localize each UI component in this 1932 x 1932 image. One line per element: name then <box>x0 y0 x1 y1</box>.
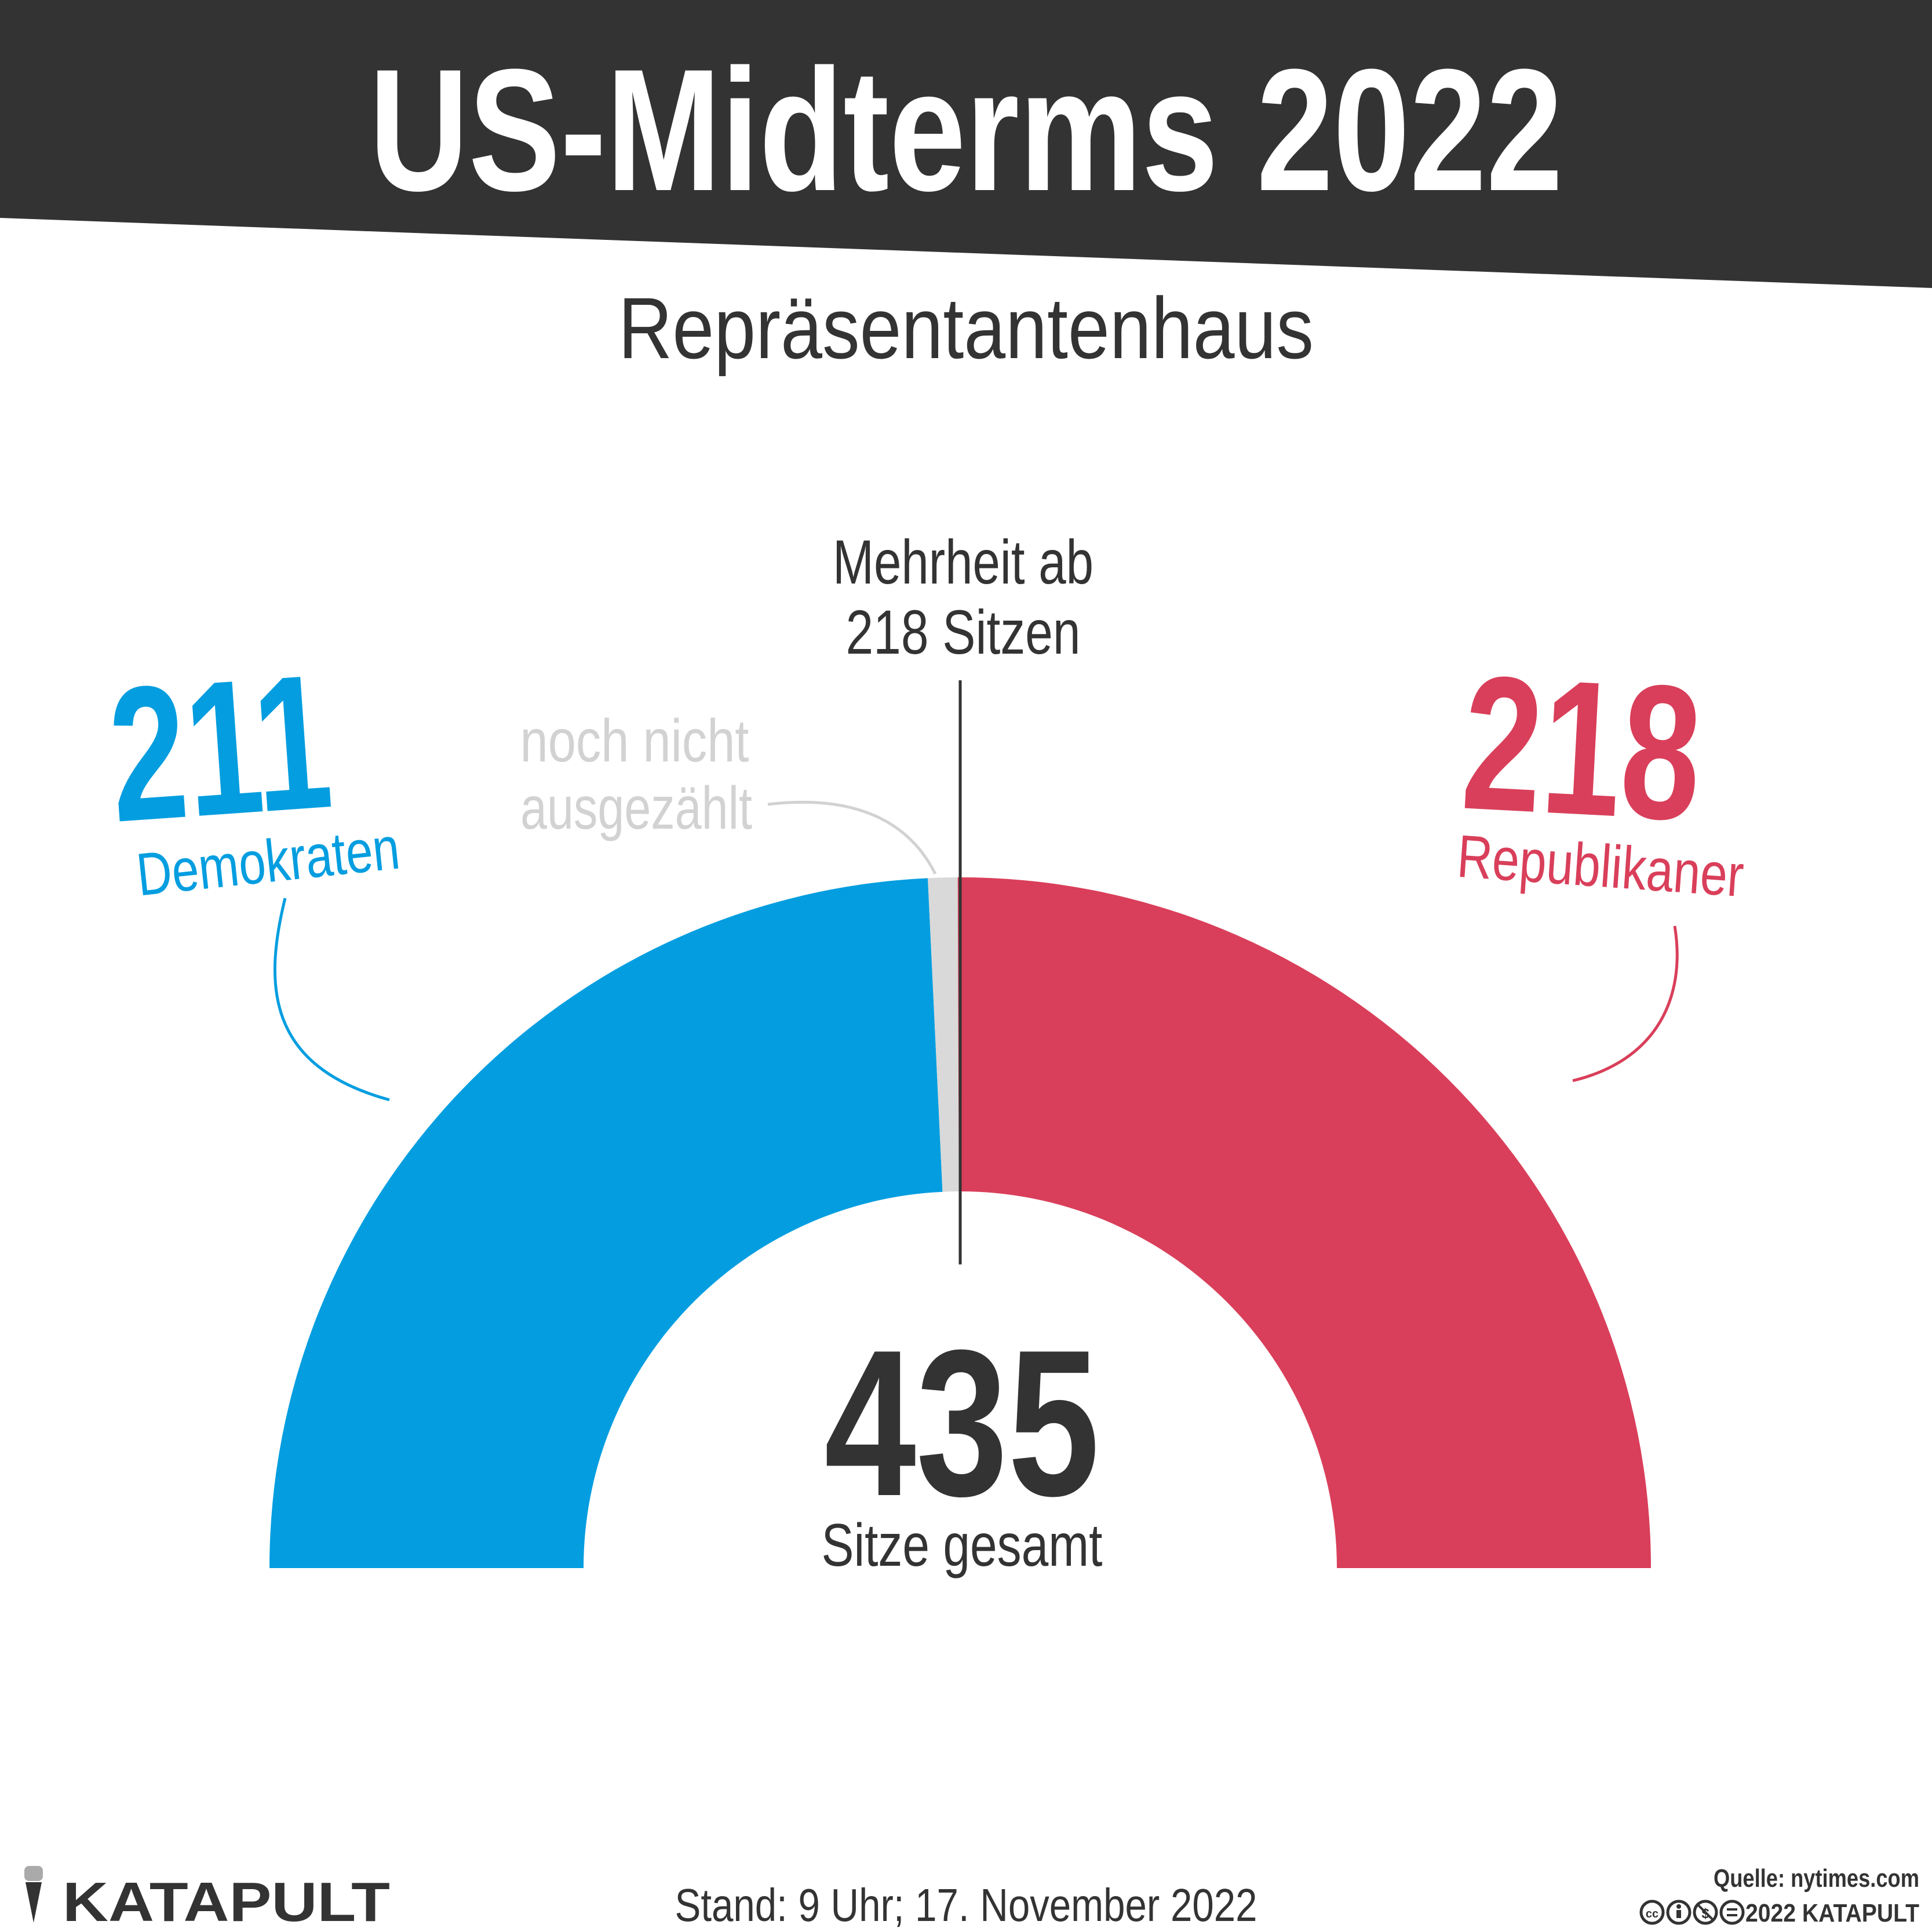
logo-icon <box>24 1866 43 1923</box>
page-subtitle: Repräsentantenhaus <box>618 279 1314 377</box>
total-seats-label: Sitze gesamt <box>822 1512 1103 1579</box>
dem-connector <box>274 898 390 1102</box>
majority-label-line2: 218 Sitzen <box>846 597 1081 667</box>
rep-label: Republikaner <box>1455 823 1746 910</box>
copyright-credit: 2022 KATAPULT <box>1745 1899 1919 1927</box>
arc-segment-not-counted <box>928 877 959 1192</box>
arc-segment-republicans <box>957 877 1651 1568</box>
header-banner <box>0 0 1932 288</box>
attribution-icon <box>1666 1900 1692 1925</box>
rep-seat-count: 218 <box>1458 635 1707 861</box>
total-seats: 435 <box>825 1307 1100 1540</box>
logo-wordmark: KATAPULT <box>63 1871 390 1932</box>
katapult-logo: KATAPULT <box>24 1866 390 1932</box>
majority-label-line1: Mehrheit ab <box>833 527 1093 597</box>
cc-icon: cc <box>1639 1900 1665 1925</box>
open-connector <box>767 800 937 875</box>
arc-segment-democrats <box>269 878 943 1568</box>
open-label-line1: noch nicht <box>520 708 749 775</box>
noncommercial-icon: $ <box>1693 1900 1718 1925</box>
source-credit: Quelle: nytimes.com <box>1714 1864 1919 1893</box>
svg-text:cc: cc <box>1646 1908 1658 1920</box>
license-icons: cc $ <box>1639 1900 1745 1925</box>
noderivatives-icon <box>1719 1900 1745 1925</box>
rep-connector <box>1572 925 1679 1082</box>
open-label-line2: ausgezählt <box>520 775 752 842</box>
dem-seat-count: 211 <box>103 633 338 862</box>
seat-chart <box>269 877 1651 1568</box>
page-title: US-Midterms 2022 <box>369 32 1563 227</box>
date-stamp: Stand: 9 Uhr; 17. November 2022 <box>675 1879 1257 1931</box>
